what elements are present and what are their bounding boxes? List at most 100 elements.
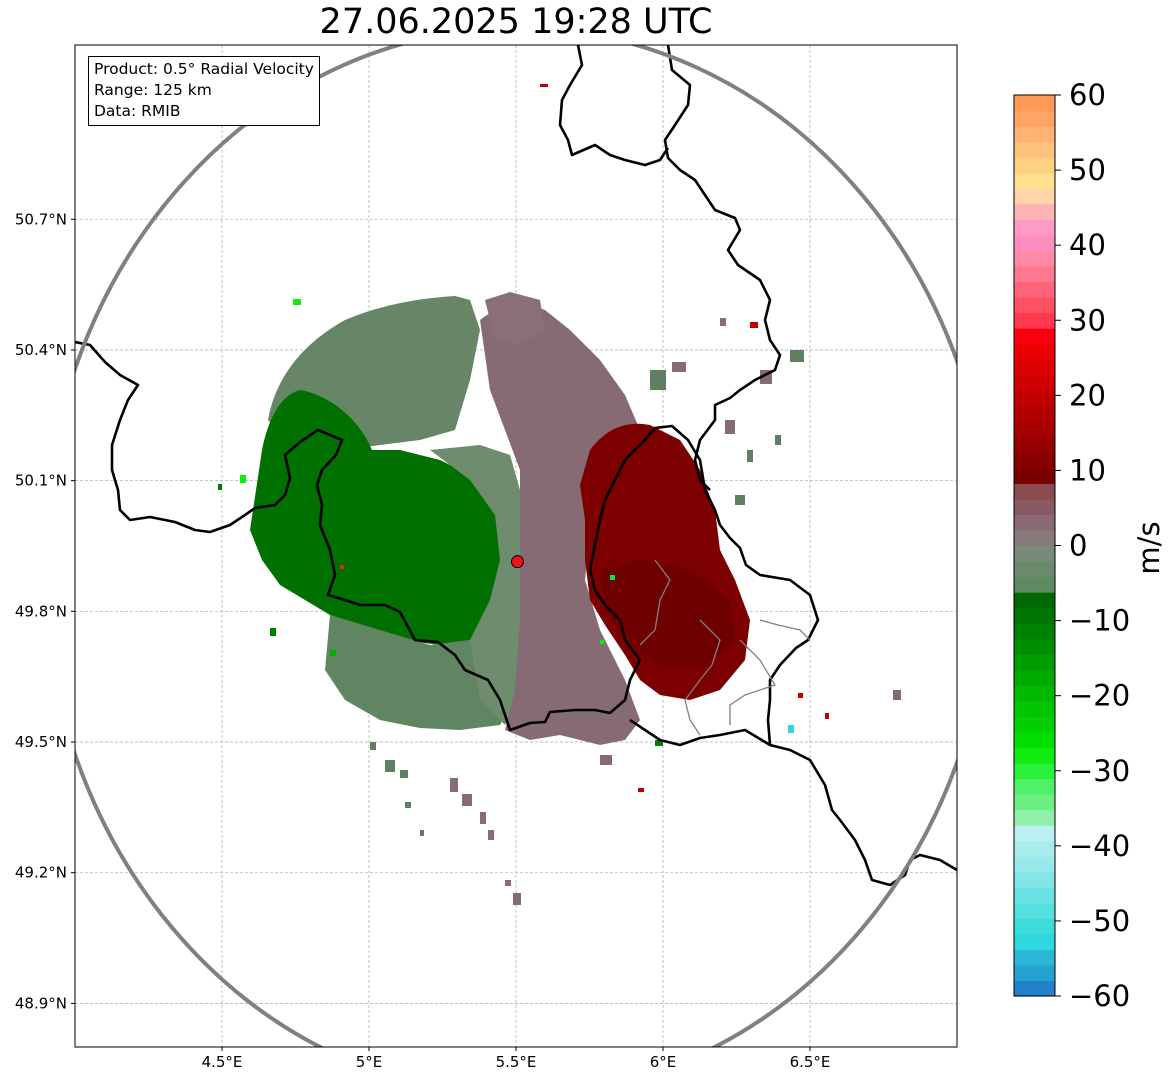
- colorbar-segment: [1014, 933, 1055, 950]
- colorbar-segment: [1014, 685, 1055, 702]
- y-axis: 50.7°N 50.4°N 50.1°N 49.8°N 49.5°N 49.2°N 48.9…: [15, 210, 75, 1012]
- colorbar-segment: [1014, 856, 1055, 873]
- colorbar-segment: [1014, 483, 1055, 500]
- colorbar-segment: [1014, 623, 1055, 640]
- colorbar-tick-label: 20: [1069, 378, 1106, 412]
- colorbar-segment: [1014, 328, 1055, 345]
- x-tick-label: 5°E: [356, 1053, 383, 1071]
- colorbar-segment: [1014, 157, 1055, 174]
- colorbar-segment: [1014, 436, 1055, 453]
- colorbar-tick-label: −60: [1069, 979, 1130, 1013]
- x-tick-label: 5.5°E: [496, 1053, 537, 1071]
- colorbar-segment: [1014, 421, 1055, 438]
- colorbar-segment: [1014, 638, 1055, 655]
- colorbar-segment: [1014, 250, 1055, 267]
- colorbar-tick-label: 30: [1069, 303, 1106, 337]
- colorbar-segment: [1014, 825, 1055, 842]
- colorbar-tick-label: −20: [1069, 679, 1130, 713]
- colorbar-segment: [1014, 95, 1055, 112]
- colorbar-tick-label: −50: [1069, 904, 1130, 938]
- border-germany-north: [663, 45, 782, 491]
- y-tick-label: 50.4°N: [15, 341, 67, 359]
- colorbar-segment: [1014, 716, 1055, 733]
- colorbar-segment: [1014, 762, 1055, 780]
- echo-dark-red-core: [600, 560, 735, 670]
- colorbar-ticks: 60 50 40 30 20 10 0 −10 −20 −30 −40 −50 −60: [1055, 78, 1130, 1013]
- colorbar-segment: [1014, 529, 1055, 547]
- colorbar-segment: [1014, 700, 1055, 717]
- colorbar-scale: [1014, 95, 1055, 997]
- colorbar-segment: [1014, 452, 1055, 469]
- colorbar-segment: [1014, 343, 1055, 360]
- admin-border-a: [639, 559, 671, 646]
- colorbar-segment: [1014, 110, 1055, 127]
- colorbar-segment: [1014, 669, 1055, 686]
- colorbar-segment: [1014, 126, 1055, 143]
- radar-echo-field: [218, 84, 901, 905]
- colorbar-segment: [1014, 172, 1055, 189]
- echo-green-west: [250, 390, 505, 645]
- colorbar-segment: [1014, 498, 1055, 516]
- y-tick-label: 49.2°N: [15, 864, 67, 882]
- border-eastern-lobe: [558, 45, 670, 167]
- colorbar-segment: [1014, 794, 1055, 811]
- y-tick-label: 49.8°N: [15, 602, 67, 620]
- admin-border-d: [759, 619, 811, 641]
- colorbar-tick-label: 40: [1069, 228, 1106, 262]
- colorbar-tick-label: 50: [1069, 153, 1106, 187]
- admin-border-b: [684, 619, 721, 736]
- x-axis: 4.5°E 5°E 5.5°E 6°E 6.5°E: [202, 1047, 830, 1071]
- y-tick-label: 49.5°N: [15, 733, 67, 751]
- country-borders: [75, 45, 957, 887]
- colorbar-segment: [1014, 188, 1055, 205]
- colorbar-segment: [1014, 949, 1055, 966]
- colorbar-tick-label: 60: [1069, 78, 1106, 112]
- colorbar-segment: [1014, 592, 1055, 609]
- colorbar-segment: [1014, 809, 1055, 826]
- x-tick-label: 4.5°E: [202, 1053, 243, 1071]
- colorbar: 60 50 40 30 20 10 0 −10 −20 −30 −40 −50 −60 m/s: [1013, 78, 1166, 1013]
- colorbar-segment: [1014, 964, 1055, 982]
- colorbar-segment: [1014, 778, 1055, 795]
- range-label: Range: 125 km: [94, 81, 212, 99]
- colorbar-tick-label: −40: [1069, 829, 1130, 863]
- colorbar-segment: [1014, 265, 1055, 283]
- colorbar-segment: [1014, 731, 1055, 749]
- echo-mauve-north: [485, 292, 545, 345]
- echo-mauve-center: [480, 304, 640, 745]
- colorbar-segment: [1014, 234, 1055, 251]
- colorbar-segment: [1014, 980, 1055, 997]
- admin-border-c: [729, 639, 776, 725]
- colorbar-segment: [1014, 514, 1055, 531]
- y-tick-label: 50.1°N: [15, 472, 67, 490]
- map-area: [74, 44, 958, 1048]
- colorbar-segment: [1014, 871, 1055, 888]
- x-tick-label: 6°E: [650, 1053, 677, 1071]
- radar-site-marker: [510, 555, 524, 569]
- admin-borders: [639, 559, 811, 736]
- colorbar-tick-label: −10: [1069, 604, 1130, 638]
- border-luxembourg: [588, 424, 820, 746]
- colorbar-segment: [1014, 902, 1055, 919]
- colorbar-tick-label: 10: [1069, 453, 1106, 487]
- colorbar-segment: [1014, 390, 1055, 407]
- colorbar-segment: [1014, 405, 1055, 422]
- map-title: 27.06.2025 19:28 UTC: [319, 2, 713, 42]
- border-belgium-france-west: [75, 340, 642, 732]
- echo-gray-green-center: [430, 445, 525, 725]
- colorbar-segment: [1014, 654, 1055, 671]
- colorbar-segment: [1014, 545, 1055, 562]
- colorbar-segment: [1014, 203, 1055, 220]
- colorbar-segment: [1014, 561, 1055, 578]
- colorbar-segment: [1014, 374, 1055, 391]
- data-source-label: Data: RMIB: [94, 102, 181, 120]
- colorbar-segment: [1014, 576, 1055, 593]
- colorbar-segment: [1014, 747, 1055, 764]
- colorbar-segment: [1014, 467, 1055, 484]
- colorbar-segment: [1014, 296, 1055, 314]
- colorbar-tick-label: −30: [1069, 754, 1130, 788]
- colorbar-segment: [1014, 359, 1055, 376]
- colorbar-segment: [1014, 312, 1055, 329]
- colorbar-segment: [1014, 887, 1055, 904]
